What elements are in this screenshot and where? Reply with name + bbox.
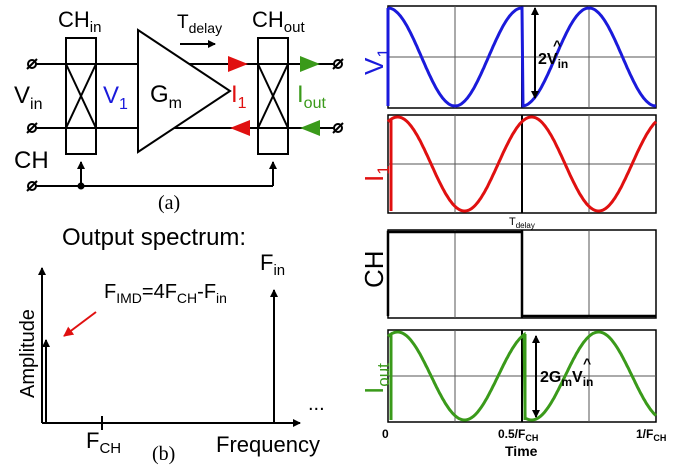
i1-arrow-bottom [230, 120, 250, 136]
i1-arrow-top [228, 56, 248, 72]
label-v1: V1 [103, 82, 128, 113]
terminal-out-top [332, 58, 344, 70]
waveform-panel-iout: Iout [359, 329, 658, 423]
iout-arrow-bottom [300, 120, 320, 136]
spectrum-fimd-label: FIMD=4FCH-Fin [104, 281, 227, 306]
waveform-panel-i1: I1 [359, 114, 658, 214]
spectrum-y-label: Amplitude [17, 309, 39, 398]
gm-amplifier-triangle [137, 28, 232, 154]
iout-arrow-top [300, 56, 320, 72]
waveform-t-delay-label: Tdelay [509, 216, 535, 230]
label-ch-in: CHin [58, 7, 101, 36]
panel-label-v1: V1 [359, 48, 393, 75]
label-t-delay: Tdelay [177, 12, 222, 36]
v1-amplitude-annotation: 2Vin ^ [531, 7, 568, 99]
spectrum-ellipsis: ... [308, 393, 325, 415]
x-tick-half: 0.5/FCH [498, 427, 538, 443]
panel-label-i1: I1 [359, 165, 393, 182]
spectrum-diagram: Output spectrum: Amplitude Frequency ...… [17, 224, 325, 465]
v1-hat: ^ [553, 37, 561, 53]
caption-b: (b) [152, 443, 175, 465]
label-v-in: Vin [14, 82, 42, 113]
waveform-x-label: Time [505, 443, 538, 459]
chopper-out-box [257, 37, 289, 155]
waveform-panels: V1 I1 CH Iout 2Vin ^ 2GmVin ^ Tdelay 0 0.5/… [359, 5, 666, 459]
chopper-in-box [65, 37, 97, 155]
label-ch-out: CHout [252, 7, 305, 36]
imd-pointer-arrow [63, 311, 97, 337]
waveform-panel-ch: CH [359, 229, 657, 319]
iout-hat: ^ [583, 355, 591, 371]
terminal-out-bottom [332, 122, 344, 134]
x-tick-0: 0 [382, 427, 389, 441]
iout-amplitude-label: 2GmVin [540, 369, 593, 389]
panel-label-ch: CH [359, 250, 389, 288]
label-i-out: Iout [297, 81, 326, 112]
x-tick-one: 1/FCH [636, 427, 666, 443]
ch-control-wire [26, 161, 277, 192]
terminal-in-top [26, 58, 38, 70]
label-i1: I1 [231, 81, 247, 112]
v1-amplitude-label: 2Vin [538, 51, 568, 71]
waveform-panel-v1: V1 [359, 5, 657, 109]
panel-label-iout: Iout [359, 363, 393, 394]
spectrum-x-label: Frequency [216, 432, 320, 457]
waveform-trace-v1 [387, 6, 657, 108]
circuit-diagram: CHin CHout Tdelay Vin V1 Gm I1 Iout CH (… [14, 7, 344, 214]
terminal-in-bottom [26, 122, 38, 134]
waveform-trace-i1 [386, 115, 658, 213]
iout-amplitude-annotation: 2GmVin ^ [532, 335, 593, 418]
label-gm: Gm [150, 81, 182, 112]
label-ch: CH [14, 147, 49, 174]
waveform-trace-ch [386, 230, 656, 318]
spectrum-fch-label: FCH [86, 428, 121, 457]
spectrum-title: Output spectrum: [62, 224, 246, 251]
spectrum-fin-label: Fin [260, 250, 285, 279]
caption-a: (a) [158, 192, 180, 214]
waveform-trace-iout [386, 330, 658, 422]
